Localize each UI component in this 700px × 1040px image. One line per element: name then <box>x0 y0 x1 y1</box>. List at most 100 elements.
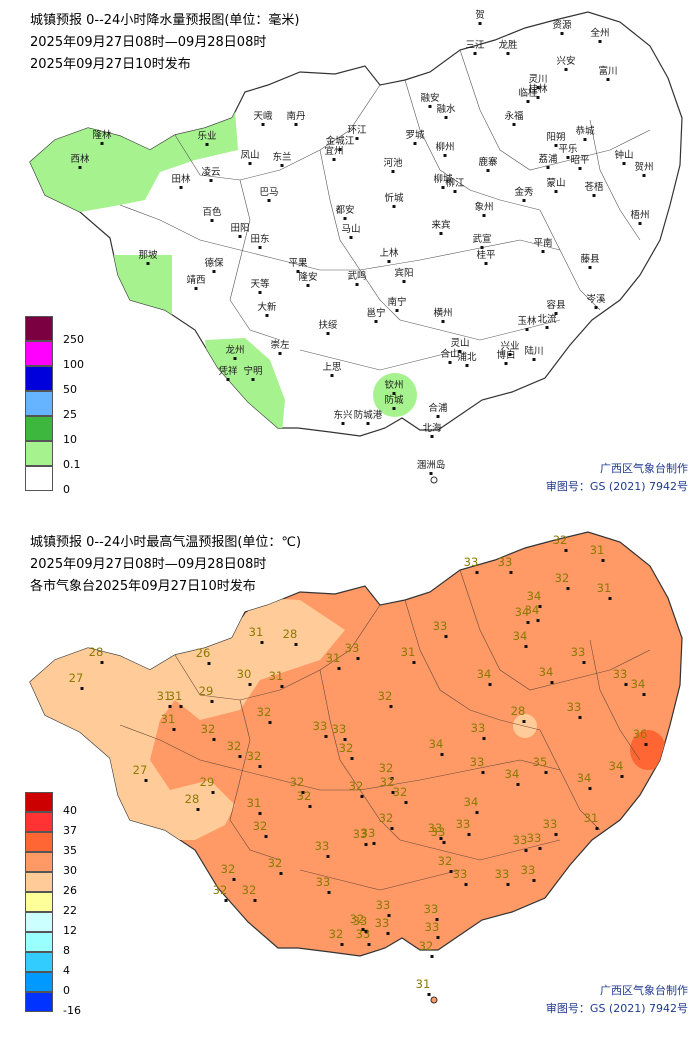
temp-legend-label: 26 <box>63 884 77 897</box>
max-temp-value: 29 <box>199 684 214 698</box>
station-dot <box>308 805 312 808</box>
station-dot <box>337 667 341 670</box>
city-dot <box>545 326 549 329</box>
rain-credit-line1: 广西区气象台制作 <box>600 462 688 475</box>
city-label: 忻城 <box>384 192 404 204</box>
city-dot <box>546 166 550 169</box>
city-label: 田东 <box>250 233 269 245</box>
max-temp-value: 27 <box>69 671 84 685</box>
city-label: 合浦 <box>428 402 448 414</box>
temp-legend-swatch <box>25 992 53 1012</box>
city-dot <box>541 250 545 253</box>
city-dot <box>338 148 342 151</box>
city-label: 金城江 <box>326 135 355 147</box>
city-label: 德保 <box>204 257 224 269</box>
max-temp-value: 33 <box>571 645 586 659</box>
station-dot <box>475 571 479 574</box>
rain-legend-swatch <box>25 441 53 466</box>
city-label: 桂平 <box>476 249 496 261</box>
station-dot <box>506 883 510 886</box>
station-dot <box>624 683 628 686</box>
station-dot <box>340 943 344 946</box>
temp-legend-label: 4 <box>63 964 70 977</box>
city-label: 灵山 <box>450 338 469 349</box>
station-dot <box>350 757 354 760</box>
city-dot <box>482 214 486 217</box>
station-dot <box>550 681 554 684</box>
max-temp-value: 32 <box>201 722 216 736</box>
city-dot <box>429 472 433 475</box>
station-dot <box>595 827 599 830</box>
max-temp-value: 34 <box>525 603 540 617</box>
max-temp-value: 32 <box>349 779 364 793</box>
station-dot <box>356 657 360 660</box>
max-temp-value: 33 <box>433 619 448 633</box>
station-dot <box>412 661 416 664</box>
city-dot <box>267 199 271 202</box>
city-dot <box>296 270 300 273</box>
city-label: 防城港 <box>354 409 383 421</box>
city-label: 武鸣 <box>347 270 366 282</box>
max-temp-value: 33 <box>613 667 628 681</box>
city-dot <box>465 364 469 367</box>
max-temp-value: 32 <box>339 741 354 755</box>
city-label: 柳州 <box>435 141 454 153</box>
temp-legend-label: 40 <box>63 804 77 817</box>
max-temp-value: 34 <box>513 629 528 643</box>
city-dot <box>526 100 530 103</box>
city-label: 河池 <box>383 157 403 169</box>
rain-legend-swatch <box>25 366 53 391</box>
max-temperature-map-panel: 32 31 33 33 32 31 34 34 34 33 34 31 28 31 31 33 28 26 27 30… <box>0 520 700 1040</box>
max-temp-value: 33 <box>456 817 471 831</box>
city-label: 大新 <box>257 301 277 313</box>
city-dot <box>473 52 477 55</box>
city-dot <box>355 283 359 286</box>
temp-credit: 广西区气象台制作 审图号：GS (2021) 7942号 <box>546 982 688 1018</box>
city-label: 陆川 <box>524 345 543 357</box>
temp-legend-swatch <box>25 812 53 832</box>
city-label: 兴业 <box>500 341 519 352</box>
temp-legend-label: 8 <box>63 944 70 957</box>
temp-legend-label: 37 <box>63 824 77 837</box>
city-dot <box>392 407 396 410</box>
city-label: 平果 <box>288 258 308 269</box>
city-label: 凌云 <box>201 166 220 178</box>
max-temp-value: 33 <box>527 831 542 845</box>
max-temp-value: 33 <box>332 722 347 736</box>
station-dot <box>440 753 444 756</box>
station-dot <box>536 619 540 622</box>
rain-period: 2025年09月27日08时—09月28日08时 <box>30 35 267 50</box>
city-label: 临桂 <box>518 87 538 99</box>
city-dot <box>508 353 512 356</box>
city-label: 象州 <box>474 201 493 213</box>
city-dot <box>212 270 216 273</box>
station-dot <box>196 808 200 811</box>
city-label: 融水 <box>436 103 456 115</box>
city-dot <box>430 435 434 438</box>
rain-issued: 2025年09月27日10时发布 <box>30 57 191 72</box>
temp-title: 城镇预报 0--24小时最高气温预报图(单位：℃) <box>30 535 302 550</box>
station-dot <box>207 662 211 665</box>
city-dot <box>536 96 540 99</box>
station-dot <box>238 755 242 758</box>
city-label: 南宁 <box>387 296 406 308</box>
max-temp-value: 33 <box>361 826 376 840</box>
temp-legend-swatch <box>25 792 53 812</box>
city-label: 都安 <box>335 204 354 216</box>
city-dot <box>532 358 536 361</box>
max-temp-value: 26 <box>196 646 211 660</box>
temp-credit-line2: 审图号：GS (2021) 7942号 <box>545 1002 688 1015</box>
city-dot <box>480 246 484 249</box>
temp-legend-swatch <box>25 872 53 892</box>
station-dot <box>427 993 431 996</box>
max-temp-value: 35 <box>533 755 548 769</box>
max-temp-value: 32 <box>290 775 305 789</box>
city-label: 上林 <box>379 247 399 259</box>
city-label: 百色 <box>202 206 222 218</box>
city-dot <box>439 232 443 235</box>
city-label: 北流 <box>537 313 557 325</box>
city-label: 西林 <box>70 153 90 165</box>
station-dot <box>179 705 183 708</box>
max-temp-value: 28 <box>89 645 104 659</box>
